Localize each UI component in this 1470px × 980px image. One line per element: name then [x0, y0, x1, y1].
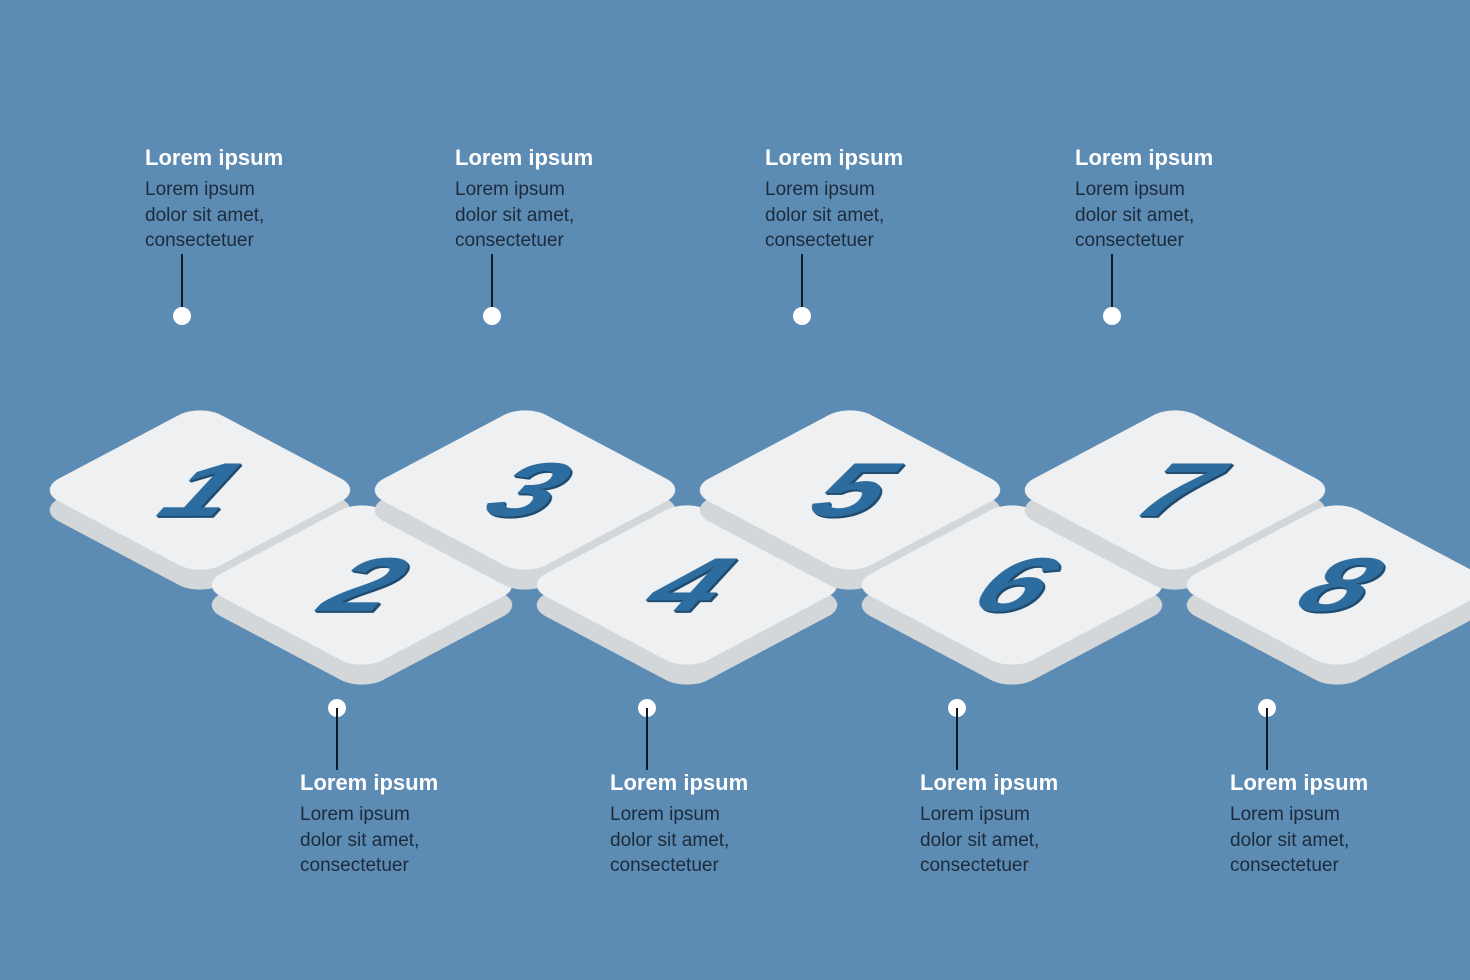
tile-number: 1: [146, 452, 254, 528]
annotation-title: Lorem ipsum: [145, 145, 405, 171]
annotation-title: Lorem ipsum: [300, 770, 560, 796]
annotation-body: Lorem ipsum dolor sit amet, consectetuer: [300, 802, 560, 879]
annotation-body: Lorem ipsum dolor sit amet, consectetuer: [765, 177, 1025, 254]
connector-line: [1266, 708, 1268, 770]
annotation-3: Lorem ipsum Lorem ipsum dolor sit amet, c…: [765, 145, 1025, 254]
tile-number: 2: [308, 547, 416, 623]
connector-line: [336, 708, 338, 770]
infographic-stage: 12345678 Lorem ipsum Lorem ipsum dolor sit…: [0, 0, 1470, 980]
connector-dot-icon: [173, 307, 191, 325]
annotation-1: Lorem ipsum Lorem ipsum dolor sit amet, c…: [145, 145, 405, 254]
annotation-8: Lorem ipsum Lorem ipsum dolor sit amet, c…: [1230, 770, 1470, 879]
annotation-body: Lorem ipsum dolor sit amet, consectetuer: [610, 802, 870, 879]
annotation-title: Lorem ipsum: [765, 145, 1025, 171]
annotation-body: Lorem ipsum dolor sit amet, consectetuer: [1075, 177, 1335, 254]
connector-line: [646, 708, 648, 770]
annotation-body: Lorem ipsum dolor sit amet, consectetuer: [145, 177, 405, 254]
annotation-title: Lorem ipsum: [920, 770, 1180, 796]
annotation-5: Lorem ipsum Lorem ipsum dolor sit amet, c…: [300, 770, 560, 879]
annotation-4: Lorem ipsum Lorem ipsum dolor sit amet, c…: [1075, 145, 1335, 254]
tile-number: 6: [958, 547, 1066, 623]
annotation-title: Lorem ipsum: [610, 770, 870, 796]
connector-dot-icon: [483, 307, 501, 325]
annotation-title: Lorem ipsum: [455, 145, 715, 171]
tile-number: 5: [796, 452, 904, 528]
annotation-7: Lorem ipsum Lorem ipsum dolor sit amet, c…: [920, 770, 1180, 879]
annotation-body: Lorem ipsum dolor sit amet, consectetuer: [455, 177, 715, 254]
tile-number: 4: [633, 547, 741, 623]
annotation-title: Lorem ipsum: [1230, 770, 1470, 796]
connector-dot-icon: [793, 307, 811, 325]
annotation-title: Lorem ipsum: [1075, 145, 1335, 171]
annotation-body: Lorem ipsum dolor sit amet, consectetuer: [1230, 802, 1470, 879]
tile-number: 8: [1283, 547, 1391, 623]
annotation-6: Lorem ipsum Lorem ipsum dolor sit amet, c…: [610, 770, 870, 879]
tile-8: 8: [1222, 470, 1452, 700]
tile-number: 7: [1121, 452, 1229, 528]
connector-dot-icon: [1103, 307, 1121, 325]
connector-line: [956, 708, 958, 770]
tile-number: 3: [471, 452, 579, 528]
annotation-body: Lorem ipsum dolor sit amet, consectetuer: [920, 802, 1180, 879]
annotation-2: Lorem ipsum Lorem ipsum dolor sit amet, c…: [455, 145, 715, 254]
